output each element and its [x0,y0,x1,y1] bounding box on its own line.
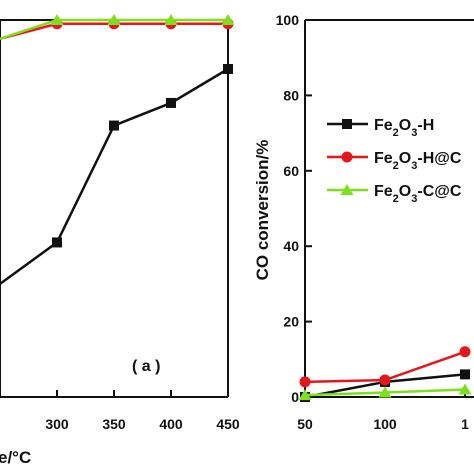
right-x-tick-label: 1 [461,416,469,432]
right-x-tick-label: 100 [373,416,397,432]
left-series-2-point [50,14,64,25]
left-series-0-point [223,64,233,75]
left-ticks: 300 350 400 450 [45,390,240,432]
right-series-0-point [460,369,470,380]
legend-marker-2 [340,184,354,195]
right-y-axis-title: CO conversion/% [253,140,272,281]
left-series-line-0 [0,67,229,285]
right-y-tick-label: 80 [283,87,299,103]
left-series-2-point [221,14,235,25]
legend-marker-1 [341,151,353,163]
legend-text-part: 3 [411,127,417,139]
legend-text-part: O [399,183,411,200]
left-series-0-point [109,120,119,131]
legend-text-part: -C@C [417,183,461,200]
left-panel-label: ( a ) [132,358,160,375]
legend-label-2: Fe2O3-C@C [374,183,462,205]
left-x-tick-label: 400 [159,416,183,432]
right-x-tick-label: 50 [297,416,313,432]
left-x-tick-label: 450 [216,416,240,432]
right-series-2-point [378,386,392,398]
legend-text-part: O [399,150,411,167]
left-series [0,14,235,285]
left-series-0-point [52,237,62,248]
legend-text-part: 3 [411,193,417,205]
left-x-tick-label: 350 [102,416,126,432]
right-series-2-point [298,389,312,401]
left-series-2-point [164,14,178,25]
legend-text-part: Fe [374,117,393,134]
right-series-1-point [299,376,311,388]
right-series-2-point [458,383,472,395]
legend-text-part: O [399,117,411,134]
legend-text-part: 2 [393,160,399,172]
legend-text-part: Fe [374,183,393,200]
legend-label-1: Fe2O3-H@C [374,150,462,172]
right-series-1-point [379,374,391,386]
legend-marker-0 [342,119,352,129]
legend-text-part: -H@C [417,150,461,167]
right-y-tick-label: 60 [283,163,299,179]
left-chart: 300 350 400 450 ( a ) e/°C [0,14,240,467]
left-series-0-point [166,97,176,108]
legend-text-part: 2 [393,127,399,139]
right-y-tick-label: 0 [291,389,299,405]
legend-text-part: -H [417,117,434,134]
left-x-tick-label: 300 [45,416,69,432]
legend-label-0: Fe2O3-H [374,117,434,139]
left-series-2-point [107,14,121,25]
right-y-tick-label: 20 [283,314,299,330]
legend-text-part: Fe [374,150,393,167]
right-y-tick-label: 40 [283,238,299,254]
left-x-axis-title: e/°C [0,448,31,467]
legend-text-part: 3 [411,160,417,172]
right-series-1-point [459,346,471,358]
right-y-tick-label: 100 [276,12,300,28]
right-series [298,346,472,402]
legend-text-part: 2 [393,193,399,205]
